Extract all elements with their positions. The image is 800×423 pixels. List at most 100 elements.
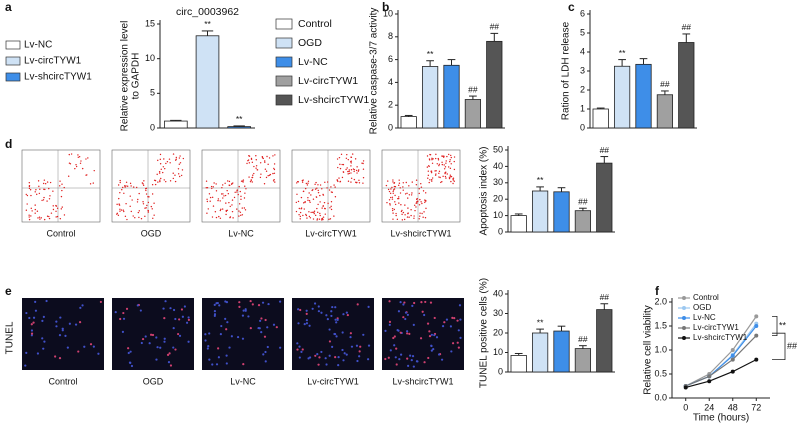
flow-dot — [446, 173, 448, 175]
tunel-image — [292, 298, 374, 370]
point — [730, 369, 735, 374]
flow-dot — [444, 172, 446, 175]
flow-dot — [436, 163, 438, 165]
flow-dot — [315, 181, 317, 184]
bar — [531, 190, 549, 233]
nucleus — [335, 335, 338, 338]
flow-dot — [55, 216, 57, 218]
flow-dot — [172, 172, 174, 174]
nucleus — [413, 301, 416, 305]
flow-dot — [441, 161, 443, 164]
flow-dot — [219, 209, 222, 212]
point — [730, 353, 735, 358]
nucleus — [122, 311, 125, 315]
flow-dot — [453, 168, 456, 171]
flow-dot — [408, 194, 411, 196]
x-tick-label: 24 — [704, 402, 714, 412]
flow-dot — [416, 202, 418, 204]
flow-dot — [119, 181, 121, 184]
flow-dot — [144, 215, 146, 218]
tunel-image — [382, 298, 464, 370]
legend-swatch — [275, 37, 293, 49]
x-tick-label: 0 — [683, 402, 688, 412]
nucleus — [249, 299, 252, 303]
flow-dot — [43, 196, 45, 199]
flow-dot — [321, 219, 323, 221]
nucleus — [213, 313, 217, 316]
nucleus — [406, 313, 409, 316]
nucleus — [211, 363, 214, 366]
bar — [531, 332, 549, 373]
flow-dot — [406, 216, 409, 218]
flow-dot — [313, 212, 315, 215]
y-tick-label: 0 — [388, 122, 393, 132]
flow-dot — [138, 216, 140, 219]
flow-dot — [349, 161, 352, 163]
flow-dot — [44, 183, 47, 185]
nucleus — [331, 345, 334, 349]
nucleus — [61, 329, 64, 332]
nucleus — [296, 348, 299, 351]
flow-dot — [415, 206, 417, 208]
flow-plot — [381, 149, 461, 223]
flow-dot — [132, 186, 135, 188]
flow-dot — [442, 175, 444, 178]
nucleus — [430, 344, 433, 348]
flow-dot — [122, 186, 124, 189]
nucleus — [415, 360, 419, 363]
nucleus — [261, 301, 265, 304]
nucleus — [25, 311, 28, 315]
significance: ## — [578, 196, 588, 206]
flow-dot — [431, 180, 433, 182]
flow-dot — [443, 155, 445, 157]
flow-dot — [259, 162, 262, 164]
flow-dot — [449, 174, 452, 176]
flow-dot — [35, 189, 37, 191]
flow-dot — [448, 177, 451, 180]
flow-dot — [324, 181, 326, 183]
flow-dot — [169, 180, 172, 182]
flow-dot — [316, 219, 318, 221]
flow-dot — [92, 182, 94, 184]
flow-dot — [217, 199, 219, 202]
flow-dot — [206, 200, 209, 203]
flow-dot — [410, 209, 412, 211]
nucleus — [162, 307, 165, 310]
flow-dot — [52, 205, 54, 207]
nucleus — [266, 345, 269, 349]
flow-dot — [252, 174, 254, 176]
nucleus — [247, 315, 250, 318]
nucleus — [218, 304, 221, 307]
flow-dot — [417, 200, 419, 202]
flow-dot — [319, 194, 321, 197]
flow-dot — [444, 175, 447, 178]
flow-dot — [251, 176, 254, 179]
flow-dot — [227, 193, 230, 195]
flow-dot — [224, 182, 226, 185]
flow-dot — [219, 200, 221, 202]
flow-dot — [56, 215, 59, 218]
flow-dot — [437, 157, 439, 160]
flow-dot — [232, 217, 234, 219]
nucleus — [453, 317, 456, 320]
flow-dot — [391, 209, 394, 212]
flow-dot — [123, 185, 126, 187]
nucleus — [217, 356, 220, 359]
flow-dot — [303, 208, 305, 210]
flow-dot — [46, 215, 49, 217]
legend-swatch — [275, 18, 293, 30]
nucleus — [308, 324, 311, 327]
point — [683, 385, 688, 390]
flow-dot — [248, 162, 251, 164]
nucleus — [97, 352, 100, 355]
flow-dot — [137, 198, 139, 201]
flow-dot — [317, 191, 320, 194]
legend-marker — [682, 336, 686, 340]
bar — [592, 108, 609, 129]
nucleus — [334, 318, 337, 321]
flow-dot — [446, 155, 448, 158]
flow-dot — [302, 202, 305, 204]
nucleus — [423, 361, 426, 364]
nucleus — [172, 327, 175, 330]
flow-dot — [319, 214, 321, 217]
